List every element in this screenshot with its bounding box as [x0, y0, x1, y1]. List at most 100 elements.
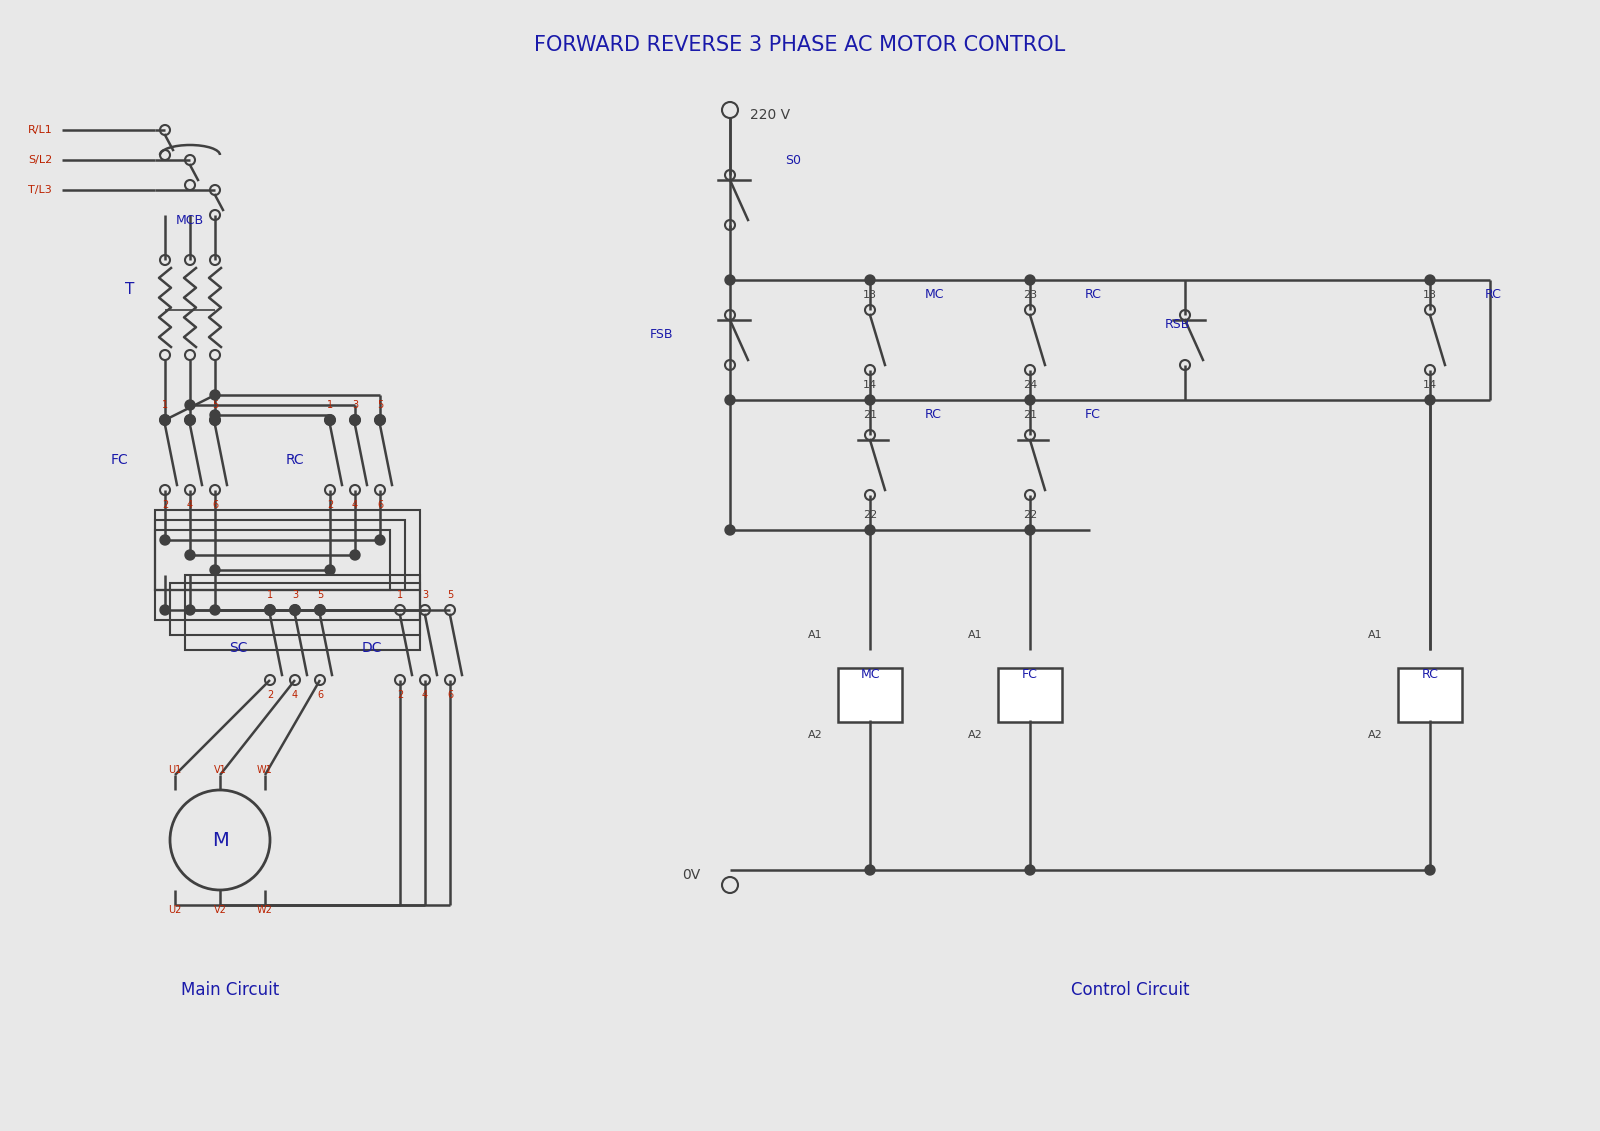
Text: 13: 13: [862, 290, 877, 300]
Text: 4: 4: [187, 500, 194, 510]
Circle shape: [350, 550, 360, 560]
Circle shape: [210, 605, 221, 615]
Text: 24: 24: [1022, 380, 1037, 390]
Text: 220 V: 220 V: [750, 107, 790, 122]
Text: RSB: RSB: [1165, 319, 1190, 331]
Circle shape: [210, 411, 221, 420]
Circle shape: [1026, 395, 1035, 405]
Text: 23: 23: [1022, 290, 1037, 300]
Text: M: M: [211, 830, 229, 849]
Text: V2: V2: [213, 905, 227, 915]
Circle shape: [866, 525, 875, 535]
Text: A1: A1: [1368, 630, 1382, 640]
Circle shape: [325, 415, 334, 425]
Text: RC: RC: [925, 408, 942, 422]
Text: 3: 3: [187, 400, 194, 411]
Text: 2: 2: [397, 690, 403, 700]
Circle shape: [866, 865, 875, 875]
Text: 1: 1: [162, 400, 168, 411]
Text: 5: 5: [378, 400, 382, 411]
Text: S/L2: S/L2: [29, 155, 53, 165]
Text: 14: 14: [1422, 380, 1437, 390]
Bar: [155, 510, 419, 590]
Text: 3: 3: [291, 590, 298, 601]
Circle shape: [160, 535, 170, 545]
FancyBboxPatch shape: [838, 668, 902, 722]
Text: 21: 21: [1022, 411, 1037, 420]
Text: S0: S0: [786, 154, 802, 166]
Text: DC: DC: [362, 641, 382, 655]
Text: 6: 6: [378, 500, 382, 510]
Text: 4: 4: [422, 690, 429, 700]
Bar: [155, 520, 405, 590]
FancyBboxPatch shape: [998, 668, 1062, 722]
Text: 5: 5: [446, 590, 453, 601]
Text: 21: 21: [862, 411, 877, 420]
Bar: [155, 530, 390, 590]
Circle shape: [210, 415, 221, 425]
Text: MC: MC: [861, 668, 880, 682]
Text: 6: 6: [211, 500, 218, 510]
Text: A1: A1: [968, 630, 982, 640]
Text: U2: U2: [168, 905, 182, 915]
Circle shape: [186, 415, 195, 425]
Text: FC: FC: [1022, 668, 1038, 682]
Bar: [186, 575, 419, 650]
Text: MC: MC: [925, 288, 944, 302]
Text: 22: 22: [862, 510, 877, 520]
Circle shape: [866, 395, 875, 405]
Text: A2: A2: [808, 729, 822, 740]
Text: 2: 2: [326, 500, 333, 510]
Circle shape: [210, 566, 221, 575]
Circle shape: [725, 395, 734, 405]
Bar: [170, 582, 419, 634]
Text: 6: 6: [446, 690, 453, 700]
Text: A2: A2: [1368, 729, 1382, 740]
Text: MCB: MCB: [176, 214, 205, 226]
Text: SC: SC: [229, 641, 248, 655]
Circle shape: [325, 566, 334, 575]
Text: 22: 22: [1022, 510, 1037, 520]
Circle shape: [1026, 275, 1035, 285]
Circle shape: [186, 550, 195, 560]
Text: RC: RC: [286, 454, 304, 467]
Text: 13: 13: [1422, 290, 1437, 300]
Text: 5: 5: [317, 590, 323, 601]
Text: U1: U1: [168, 765, 182, 775]
Text: W2: W2: [258, 905, 274, 915]
Text: 4: 4: [291, 690, 298, 700]
Text: FORWARD REVERSE 3 PHASE AC MOTOR CONTROL: FORWARD REVERSE 3 PHASE AC MOTOR CONTROL: [534, 35, 1066, 55]
Text: T/L3: T/L3: [29, 185, 51, 195]
Text: V1: V1: [214, 765, 226, 775]
Circle shape: [266, 605, 275, 615]
Text: RC: RC: [1485, 288, 1502, 302]
Circle shape: [210, 390, 221, 400]
Text: RC: RC: [1421, 668, 1438, 682]
Text: Control Circuit: Control Circuit: [1070, 981, 1189, 999]
Text: 6: 6: [317, 690, 323, 700]
Circle shape: [315, 605, 325, 615]
Bar: [155, 590, 419, 620]
Circle shape: [160, 605, 170, 615]
Circle shape: [350, 415, 360, 425]
Circle shape: [1426, 395, 1435, 405]
Text: 5: 5: [211, 400, 218, 411]
Text: A1: A1: [808, 630, 822, 640]
Text: RC: RC: [1085, 288, 1102, 302]
Circle shape: [186, 400, 195, 411]
Circle shape: [866, 275, 875, 285]
Circle shape: [374, 415, 386, 425]
Circle shape: [725, 525, 734, 535]
Text: A2: A2: [968, 729, 982, 740]
Text: 3: 3: [422, 590, 429, 601]
Text: 2: 2: [162, 500, 168, 510]
Circle shape: [1426, 865, 1435, 875]
Text: W1: W1: [258, 765, 274, 775]
Text: FSB: FSB: [650, 328, 674, 342]
FancyBboxPatch shape: [1398, 668, 1462, 722]
Circle shape: [1026, 865, 1035, 875]
Circle shape: [186, 605, 195, 615]
Text: 3: 3: [352, 400, 358, 411]
Text: Main Circuit: Main Circuit: [181, 981, 278, 999]
Circle shape: [1426, 275, 1435, 285]
